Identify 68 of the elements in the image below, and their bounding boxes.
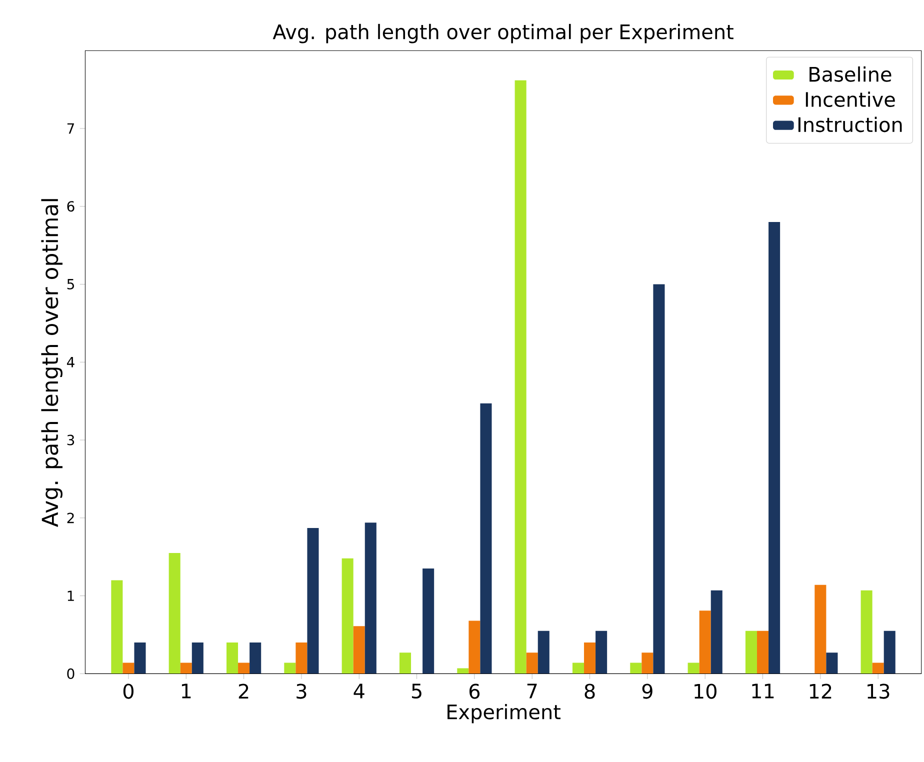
bar bbox=[538, 631, 550, 674]
bar bbox=[514, 80, 526, 674]
x-tick-label: 2 bbox=[238, 684, 248, 699]
x-tick-label: 3 bbox=[296, 684, 306, 700]
y-tick-label: 7 bbox=[67, 124, 74, 134]
bar bbox=[572, 662, 584, 674]
bar bbox=[250, 642, 262, 674]
x-tick-label: 7 bbox=[527, 684, 537, 698]
bar bbox=[596, 631, 608, 674]
legend-label: Baseline bbox=[810, 66, 892, 82]
bar bbox=[399, 652, 412, 674]
legend-label: Incentive bbox=[806, 92, 895, 108]
bar bbox=[122, 662, 134, 674]
x-tick-label: 12 bbox=[810, 684, 832, 699]
bar bbox=[872, 662, 884, 674]
y-tick-label: 6 bbox=[67, 201, 74, 212]
bar bbox=[422, 568, 434, 674]
bar bbox=[111, 580, 123, 674]
bar bbox=[826, 652, 838, 674]
y-tick-label: 4 bbox=[66, 357, 74, 368]
y-axis-title: Avg. path length over optimal bbox=[41, 199, 62, 528]
x-tick-label: 10 bbox=[694, 684, 716, 700]
bar bbox=[745, 631, 757, 674]
x-tick-label: 5 bbox=[412, 684, 422, 699]
bar bbox=[353, 626, 365, 674]
bar bbox=[710, 590, 722, 674]
y-tick-label: 5 bbox=[67, 279, 74, 290]
chart-title: Avg. path length over optimal per Experiment bbox=[272, 24, 734, 44]
y-tick-label: 3 bbox=[67, 434, 74, 446]
bar bbox=[756, 631, 769, 674]
bar bbox=[134, 642, 146, 674]
bar bbox=[860, 590, 872, 674]
bar bbox=[699, 610, 711, 674]
bar bbox=[180, 662, 192, 674]
bar bbox=[468, 620, 480, 674]
legend-label: Instruction bbox=[798, 116, 902, 132]
bar bbox=[342, 558, 354, 674]
bar bbox=[238, 662, 250, 674]
x-tick-label: 0 bbox=[123, 684, 134, 700]
y-tick-label: 1 bbox=[68, 590, 74, 602]
bar bbox=[768, 222, 780, 674]
bar bbox=[168, 553, 180, 674]
bar bbox=[630, 662, 642, 674]
bar bbox=[688, 662, 700, 674]
bar bbox=[526, 652, 538, 674]
bar bbox=[814, 585, 826, 674]
bar bbox=[457, 668, 469, 674]
bar bbox=[284, 662, 296, 674]
bar bbox=[480, 404, 492, 674]
bar bbox=[642, 652, 654, 674]
y-tick-label: 0 bbox=[67, 668, 74, 680]
bar bbox=[653, 284, 665, 674]
bar bbox=[584, 642, 596, 674]
bar bbox=[192, 642, 204, 674]
x-tick-label: 6 bbox=[469, 684, 480, 700]
x-tick-label: 8 bbox=[584, 684, 595, 700]
bar bbox=[226, 642, 238, 674]
bar bbox=[884, 631, 896, 674]
bar bbox=[296, 642, 308, 674]
bar bbox=[307, 528, 319, 674]
bar bbox=[364, 522, 376, 674]
x-tick-label: 4 bbox=[354, 684, 364, 698]
y-tick-label: 2 bbox=[67, 512, 74, 524]
x-tick-label: 1 bbox=[182, 684, 191, 698]
x-axis-title: Experiment bbox=[448, 704, 560, 724]
x-tick-label: 13 bbox=[868, 684, 890, 700]
x-tick-label: 11 bbox=[752, 684, 774, 698]
x-tick-label: 9 bbox=[642, 684, 652, 700]
